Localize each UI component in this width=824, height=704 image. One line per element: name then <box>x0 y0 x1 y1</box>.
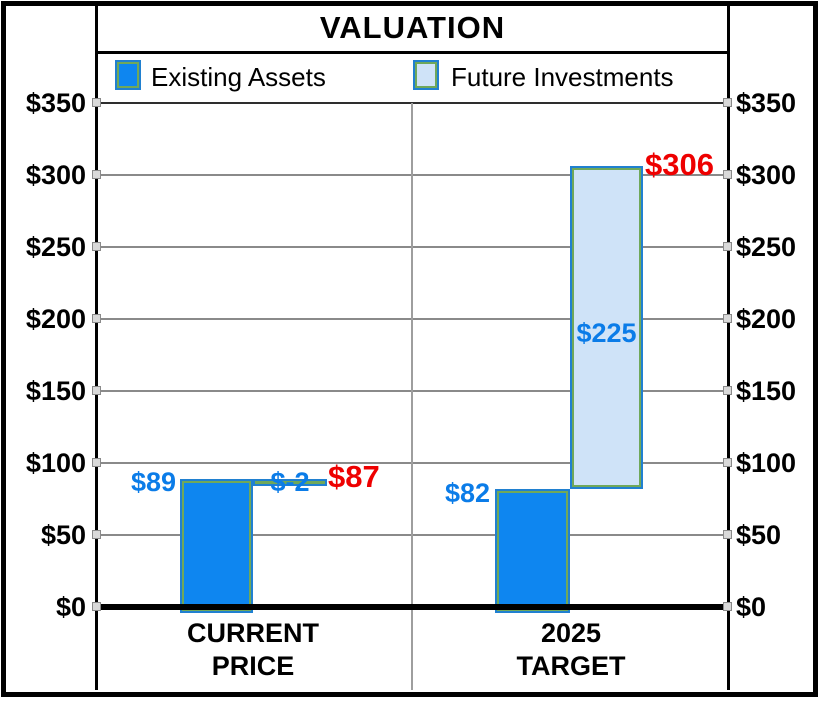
bar-future-target <box>570 166 643 489</box>
y-axis-left-label-250: $250 <box>25 232 86 262</box>
y-axis-left-tick-150 <box>92 386 101 395</box>
value-label-target-existing: $82 <box>444 478 490 508</box>
y-axis-left-tick-200 <box>92 314 101 323</box>
y-axis-right-label-250: $250 <box>736 232 797 262</box>
y-axis-right-tick-350 <box>723 98 732 107</box>
y-axis-left-label-100: $100 <box>25 448 86 478</box>
legend-swatch-future-investments <box>413 60 439 90</box>
y-axis-left-tick-300 <box>92 170 101 179</box>
value-label-target-future: $225 <box>576 318 637 348</box>
y-axis-right-label-350: $350 <box>736 88 797 118</box>
category-label-line: 2025 <box>540 618 602 648</box>
y-axis-left-label-50: $50 <box>40 520 86 550</box>
y-axis-right-tick-200 <box>723 314 732 323</box>
y-axis-right-tick-300 <box>723 170 732 179</box>
y-axis-left-label-150: $150 <box>25 376 86 406</box>
plot-right-border <box>727 1 730 690</box>
value-label-current-total: $87 <box>328 459 380 494</box>
y-axis-right-label-100: $100 <box>736 448 797 478</box>
bar-future-current <box>253 479 327 486</box>
y-axis-right-label-200: $200 <box>736 304 797 334</box>
y-axis-left-tick-100 <box>92 458 101 467</box>
category-label-line: TARGET <box>516 651 626 681</box>
legend-label-existing-assets: Existing Assets <box>151 62 326 92</box>
category-label-2025-target: 2025 TARGET <box>413 617 729 683</box>
chart-title: VALUATION <box>319 10 506 45</box>
y-axis-right-label-50: $50 <box>736 520 782 550</box>
y-axis-right-tick-250 <box>723 242 732 251</box>
category-divider <box>411 103 413 690</box>
category-label-current-price: CURRENT PRICE <box>95 617 411 683</box>
y-axis-left-label-200: $200 <box>25 304 86 334</box>
y-axis-right-label-300: $300 <box>736 160 797 190</box>
y-axis-left-label-350: $350 <box>25 88 86 118</box>
y-axis-left-tick-350 <box>92 98 101 107</box>
title-divider-line <box>95 51 730 54</box>
category-label-line: PRICE <box>211 651 295 681</box>
bar-existing-target <box>495 489 570 613</box>
y-axis-left-label-300: $300 <box>25 160 86 190</box>
value-label-target-total: $306 <box>645 147 714 182</box>
y-axis-left-tick-0 <box>92 602 101 611</box>
y-axis-right-tick-0 <box>723 602 732 611</box>
y-axis-right-label-150: $150 <box>736 376 797 406</box>
y-axis-left-label-0: $0 <box>55 592 86 622</box>
chart-title-row: VALUATION <box>95 1 730 51</box>
value-label-current-existing: $89 <box>130 467 176 497</box>
plot-box: VALUATION Existing Assets Future Investme… <box>95 1 730 690</box>
y-axis-right-label-0: $0 <box>736 592 767 622</box>
legend-label-future-investments: Future Investments <box>451 62 674 92</box>
value-label-current-future: $-2 <box>270 467 310 497</box>
y-axis-left-tick-250 <box>92 242 101 251</box>
category-label-line: CURRENT <box>187 618 319 648</box>
y-axis-right-tick-100 <box>723 458 732 467</box>
plot-left-border <box>95 1 98 690</box>
y-axis-right-tick-50 <box>723 530 732 539</box>
y-axis-right-tick-150 <box>723 386 732 395</box>
bar-existing-current <box>180 479 253 613</box>
legend-swatch-existing-assets <box>115 60 141 90</box>
y-axis-left-tick-50 <box>92 530 101 539</box>
x-axis-zero-line <box>95 604 730 610</box>
